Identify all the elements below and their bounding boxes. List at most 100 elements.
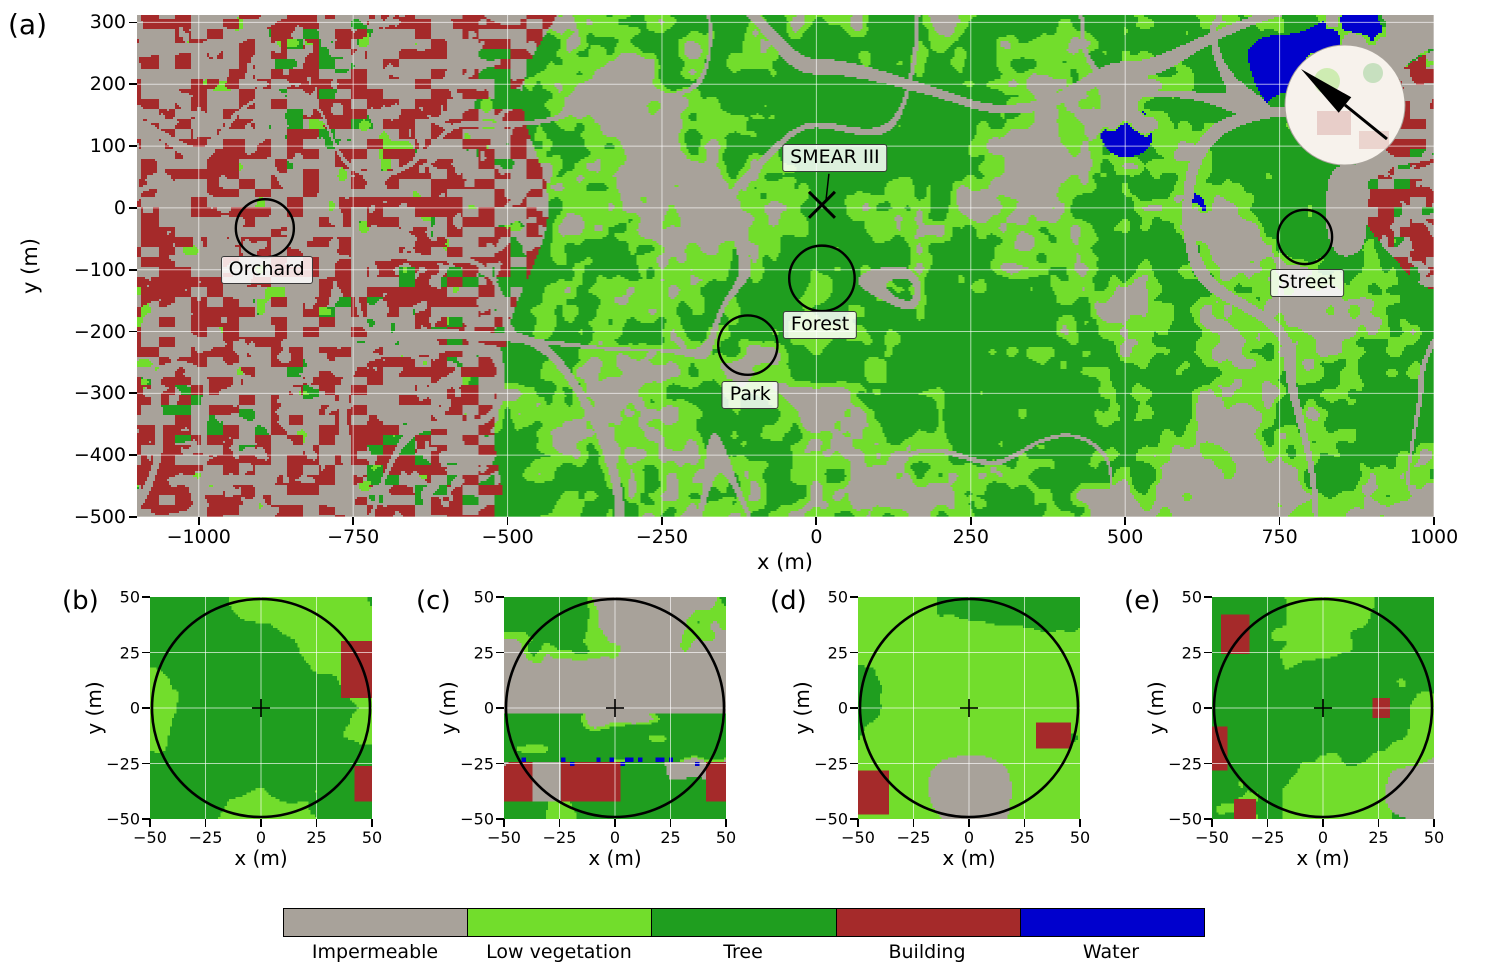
panel-c-ytick-25: 25 (473, 643, 494, 662)
tick-mark (1433, 819, 1435, 827)
panel-b-letter: (b) (62, 586, 99, 616)
panel-a-map (137, 15, 1434, 517)
panel-d-ytick-0: 0 (837, 698, 848, 718)
panel-b-ytick-25: 25 (119, 643, 140, 662)
legend-seg-impermeable (284, 909, 468, 936)
tick-mark (142, 818, 150, 820)
panel-e-ytick--25: −25 (1168, 754, 1202, 773)
panel-a-ytick-0: 0 (113, 196, 126, 219)
tick-mark (204, 819, 207, 827)
panel-c-letter: (c) (416, 586, 451, 616)
tick-mark (1204, 762, 1212, 765)
legend-label-low-vegetation: Low vegetation (486, 941, 632, 963)
panel-e-xtick--25: −25 (1250, 828, 1285, 847)
site-circle-forest (788, 244, 856, 313)
tick-mark (496, 762, 504, 765)
tick-mark (142, 651, 150, 654)
panel-b-xtick--50: −50 (133, 828, 167, 847)
panel-e-xtick-25: 25 (1368, 828, 1389, 847)
legend-label-building: Building (888, 941, 966, 963)
panel-a-xtick--250: −250 (635, 526, 689, 548)
panel-a-ytick--100: −100 (73, 258, 126, 281)
tick-mark (506, 517, 509, 525)
tick-mark (1204, 651, 1212, 654)
panel-e-xtick-50: 50 (1423, 828, 1445, 847)
tick-mark (969, 517, 972, 525)
panel-d-xtick-0: 0 (963, 828, 975, 847)
tick-mark (857, 819, 859, 827)
panel-d-ylabel: y (m) (790, 681, 814, 735)
panel-a-ytick-100: 100 (89, 135, 126, 158)
tick-mark (260, 819, 262, 827)
panel-b-xlabel: x (m) (234, 846, 288, 870)
panel-a-ytick--200: −200 (73, 320, 126, 343)
panel-e-letter: (e) (1124, 586, 1161, 616)
panel-e-xtick--50: −50 (1195, 828, 1229, 847)
tick-mark (149, 819, 151, 827)
tick-mark (1377, 819, 1380, 827)
tick-mark (815, 517, 818, 525)
tick-mark (1211, 819, 1213, 827)
panel-a-ytick--400: −400 (73, 444, 126, 467)
panel-d-ytick--25: −25 (814, 754, 848, 773)
tick-mark (142, 762, 150, 765)
panel-c-ytick-50: 50 (473, 587, 494, 607)
panel-b-ytick-0: 0 (129, 698, 140, 718)
tick-mark (669, 819, 672, 827)
tick-mark (1204, 596, 1212, 598)
panel-c-ytick--50: −50 (460, 809, 494, 829)
footprint-circle (858, 597, 1080, 819)
tick-mark (129, 516, 137, 518)
tick-mark (496, 707, 504, 709)
site-circle-park (716, 314, 779, 376)
panel-a-xtick--500: −500 (481, 526, 534, 548)
tick-mark (1023, 819, 1026, 827)
panel-a-overlay (137, 15, 1434, 517)
tick-mark (1266, 819, 1269, 827)
site-circle-street (1276, 208, 1334, 266)
tick-mark (129, 268, 137, 271)
panel-a-ytick--300: −300 (73, 382, 126, 405)
tick-mark (1204, 707, 1212, 709)
legend-colorbar (283, 908, 1205, 937)
site-label-forest: Forest (782, 311, 858, 340)
legend-label-water: Water (1082, 941, 1140, 963)
panel-a-ylabel: y (m) (18, 238, 42, 294)
footprint-circle (504, 597, 726, 819)
tick-mark (129, 21, 137, 24)
panel-d-xtick--50: −50 (841, 828, 875, 847)
tick-mark (850, 596, 858, 598)
panel-c-xlabel: x (m) (588, 846, 642, 870)
panel-d-xlabel: x (m) (942, 846, 996, 870)
panel-a-xtick-0: 0 (810, 526, 823, 548)
panel-d-ytick--50: −50 (814, 809, 848, 829)
footprint-circle (150, 597, 372, 819)
tick-mark (850, 707, 858, 709)
tick-mark (371, 819, 373, 827)
panel-c-overlay (504, 597, 726, 819)
panel-c-ylabel: y (m) (436, 681, 460, 735)
panel-a-ytick-200: 200 (89, 73, 126, 96)
panel-d-xtick--25: −25 (896, 828, 931, 847)
tick-mark (1433, 517, 1435, 525)
tick-mark (129, 83, 137, 86)
panel-d-letter: (d) (770, 586, 807, 616)
panel-e-overlay (1212, 597, 1434, 819)
tick-mark (1079, 819, 1081, 827)
tick-mark (142, 596, 150, 598)
site-label-park: Park (721, 381, 779, 410)
panel-a-ytick--500: −500 (73, 506, 126, 528)
panel-e-xlabel: x (m) (1296, 846, 1350, 870)
panel-b-xtick-0: 0 (255, 828, 267, 847)
tick-mark (129, 454, 137, 457)
panel-d-ytick-25: 25 (827, 643, 848, 662)
tick-mark (197, 517, 200, 525)
panel-b-ytick--50: −50 (106, 809, 140, 829)
panel-d-ytick-50: 50 (827, 587, 848, 607)
panel-c-ytick-0: 0 (483, 698, 494, 718)
tick-mark (1278, 517, 1281, 525)
site-label-street: Street (1269, 269, 1344, 298)
legend-seg-water (1019, 909, 1205, 936)
panel-d-overlay (858, 597, 1080, 819)
